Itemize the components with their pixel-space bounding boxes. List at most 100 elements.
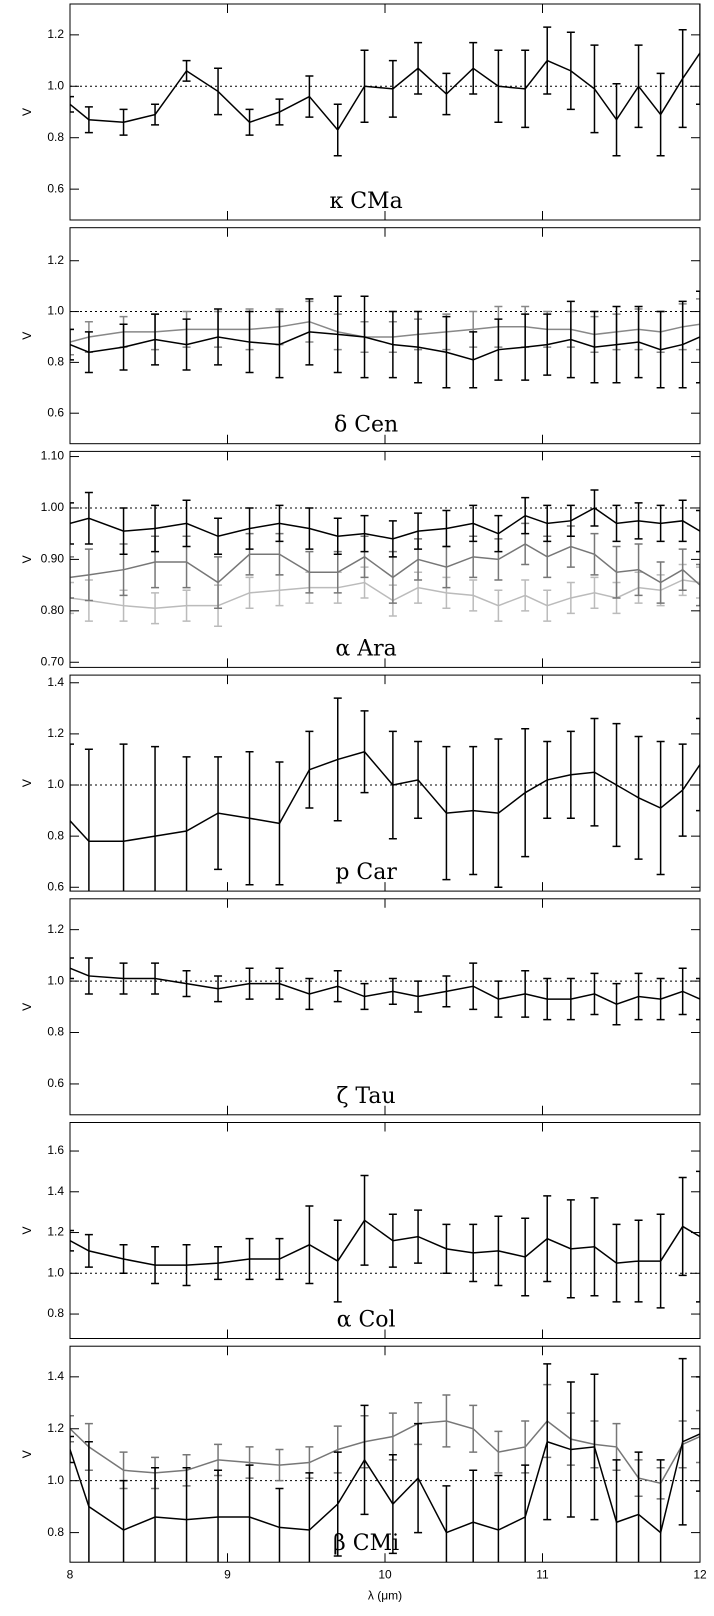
error-bar bbox=[245, 576, 254, 610]
y-tick-label: 0.6 bbox=[47, 1076, 64, 1090]
frame bbox=[69, 898, 701, 1116]
error-bar bbox=[70, 1435, 74, 1464]
plot-area bbox=[70, 489, 700, 628]
error-bar bbox=[182, 318, 191, 371]
error-bar bbox=[214, 756, 223, 871]
error-bar bbox=[543, 1195, 552, 1283]
y-tick-label: 1.2 bbox=[47, 253, 64, 267]
error-bar bbox=[151, 1246, 160, 1285]
error-bar bbox=[388, 520, 397, 558]
x-axis-label: λ (μm) bbox=[368, 1588, 402, 1602]
error-bar bbox=[656, 561, 665, 604]
error-bar bbox=[494, 514, 503, 553]
error-bar bbox=[414, 1209, 423, 1264]
error-bar bbox=[678, 548, 687, 592]
y-tick-label: 0.8 bbox=[47, 828, 64, 842]
error-bar bbox=[275, 1237, 284, 1281]
frame bbox=[69, 3, 701, 221]
error-bar bbox=[634, 972, 643, 1021]
error-bar bbox=[566, 31, 575, 111]
error-bar bbox=[151, 962, 160, 995]
error-bar bbox=[84, 491, 93, 545]
error-bar bbox=[275, 310, 284, 379]
error-bar bbox=[442, 1223, 451, 1275]
error-bar bbox=[70, 556, 74, 599]
frame bbox=[69, 450, 701, 668]
error-bar bbox=[214, 1246, 223, 1281]
error-bar bbox=[590, 44, 599, 134]
error-bar bbox=[696, 290, 700, 384]
series-line bbox=[70, 331, 700, 361]
error-bar bbox=[494, 738, 503, 889]
error-bar bbox=[656, 310, 665, 389]
error-bar bbox=[612, 82, 621, 157]
error-bar bbox=[388, 59, 397, 118]
error-bar bbox=[245, 1464, 254, 1563]
error-bar bbox=[305, 977, 314, 1011]
error-bar bbox=[119, 108, 128, 136]
error-bar bbox=[656, 977, 665, 1021]
error-bar bbox=[305, 550, 314, 594]
series-line bbox=[70, 543, 700, 586]
error-bar bbox=[151, 313, 160, 366]
frame bbox=[69, 674, 701, 892]
error-bar bbox=[182, 59, 191, 82]
error-bar bbox=[360, 49, 369, 124]
y-tick-label: 1.4 bbox=[47, 1369, 64, 1383]
plot-area bbox=[70, 697, 700, 892]
error-bar bbox=[634, 1219, 643, 1303]
error-bar bbox=[521, 1217, 530, 1297]
error-bar bbox=[656, 72, 665, 157]
error-bar bbox=[494, 1215, 503, 1287]
error-bar bbox=[612, 305, 621, 384]
error-bar bbox=[84, 957, 93, 995]
error-bar bbox=[442, 745, 451, 881]
error-bar bbox=[634, 305, 643, 379]
error-bar bbox=[543, 535, 552, 579]
error-bar bbox=[590, 310, 599, 384]
error-bar bbox=[414, 740, 423, 819]
error-bar bbox=[521, 49, 530, 129]
error-bar bbox=[182, 1244, 191, 1287]
y-axis-label: V bbox=[20, 779, 34, 787]
y-tick-label: 0.80 bbox=[41, 603, 65, 617]
error-bar bbox=[305, 1205, 314, 1285]
error-bar bbox=[469, 504, 478, 543]
error-bar bbox=[543, 977, 552, 1021]
series-line bbox=[70, 967, 700, 1006]
error-bar bbox=[70, 581, 74, 615]
error-bar bbox=[84, 1440, 93, 1563]
error-bar bbox=[521, 1464, 530, 1563]
error-bar bbox=[333, 1451, 342, 1557]
y-tick-label: 0.6 bbox=[47, 879, 64, 893]
error-bar bbox=[388, 310, 397, 379]
error-bar bbox=[305, 75, 314, 118]
error-bar bbox=[696, 566, 700, 599]
error-bar bbox=[494, 49, 503, 124]
series-line bbox=[70, 579, 700, 610]
error-bar bbox=[119, 323, 128, 371]
error-bar bbox=[696, 977, 700, 1021]
error-bar bbox=[214, 975, 223, 1003]
series-line bbox=[70, 1433, 700, 1534]
y-tick-label: 1.0 bbox=[47, 1265, 64, 1279]
error-bar bbox=[469, 1469, 478, 1563]
y-axis-label: V bbox=[20, 332, 34, 340]
error-bar bbox=[656, 504, 665, 543]
error-bar bbox=[494, 1430, 503, 1474]
x-tick-label: 9 bbox=[224, 1567, 231, 1581]
error-bar bbox=[414, 1422, 423, 1534]
y-tick-label: 0.6 bbox=[47, 181, 64, 195]
error-bar bbox=[521, 970, 530, 1018]
error-bar bbox=[469, 1223, 478, 1283]
error-bar bbox=[182, 1466, 191, 1563]
error-bar bbox=[70, 1229, 74, 1252]
plot-area bbox=[70, 1357, 700, 1563]
error-bar bbox=[469, 745, 478, 876]
y-tick-label: 0.8 bbox=[47, 130, 64, 144]
y-tick-label: 0.8 bbox=[47, 1025, 64, 1039]
error-bar bbox=[151, 1466, 160, 1563]
error-bar bbox=[70, 95, 74, 113]
error-bar bbox=[84, 748, 93, 892]
error-bar bbox=[634, 543, 643, 597]
